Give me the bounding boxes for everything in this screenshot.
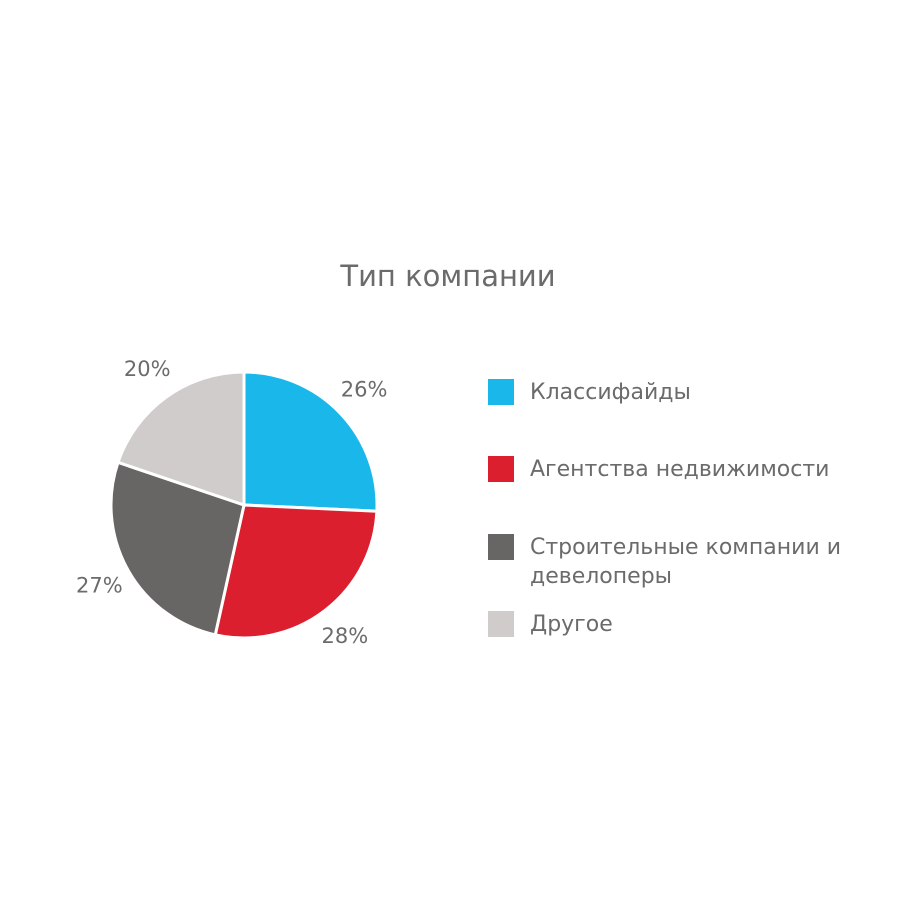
- slice-label: 20%: [124, 357, 171, 381]
- slice-label: 28%: [322, 624, 369, 648]
- legend-swatch: [488, 456, 514, 482]
- legend-item: Классифайды: [488, 378, 888, 407]
- legend-item: Строительные компании и девелоперы: [488, 533, 888, 591]
- legend-label: Агентства недвижимости: [530, 457, 830, 482]
- legend-swatch: [488, 534, 514, 560]
- slice-label: 26%: [341, 377, 388, 401]
- pie-slice: [109, 460, 246, 637]
- pie-slice: [213, 503, 379, 640]
- legend-item: Агентства недвижимости: [488, 455, 888, 484]
- legend-swatch: [488, 379, 514, 405]
- legend-item: Другое: [488, 610, 888, 639]
- legend-label: Классифайды: [530, 380, 691, 405]
- legend-label: Строительные компании и девелоперы: [530, 535, 842, 589]
- legend-label: Другое: [530, 612, 613, 637]
- slice-label: 27%: [76, 574, 123, 598]
- legend-swatch: [488, 611, 514, 637]
- chart-title: Тип компании: [339, 259, 555, 293]
- pie-slice: [116, 370, 246, 508]
- pie-slice: [242, 370, 379, 513]
